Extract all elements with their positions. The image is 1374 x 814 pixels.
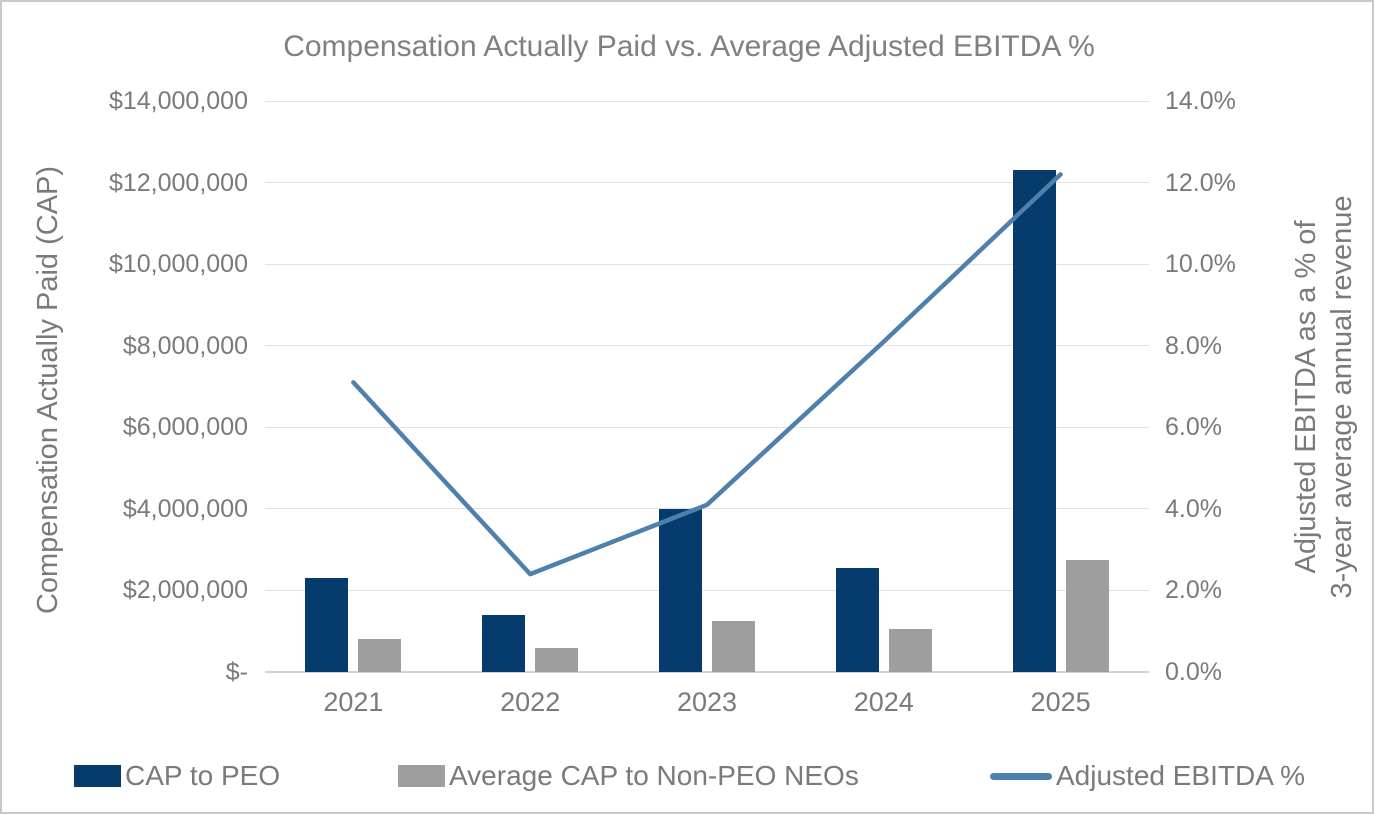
bar-average-cap-to-non-peo-neos-2022 [535, 647, 579, 672]
bar-cap-to-peo-2024 [835, 567, 879, 672]
right-axis-tick-label: 8.0% [1165, 331, 1222, 360]
right-axis-tick-label: 4.0% [1165, 494, 1222, 523]
x-axis-label-2022: 2022 [500, 687, 561, 717]
bar-average-cap-to-non-peo-neos-2025 [1065, 559, 1109, 672]
legend-item-cap-to-peo: CAP to PEO [74, 760, 281, 791]
bar-average-cap-to-non-peo-neos-2023 [712, 621, 755, 672]
legend-label-cap-to-peo: CAP to PEO [125, 760, 281, 791]
right-axis-tick-label: 12.0% [1165, 168, 1236, 197]
gridline [265, 589, 1149, 591]
left-axis-tick-label: $4,000,000 [122, 494, 248, 523]
legend-label-adjusted-ebitda: Adjusted EBITDA % [1056, 760, 1306, 791]
legend-swatch-cap-to-peo [74, 765, 121, 787]
right-axis-tick-label: 10.0% [1165, 250, 1236, 279]
gridline [265, 100, 1149, 102]
chart-title: Compensation Actually Paid vs. Average A… [283, 30, 1095, 63]
right-axis-tick-label: 6.0% [1165, 413, 1222, 442]
right-axis-tick-label: 0.0% [1165, 658, 1222, 686]
legend-label-average-cap-to-non-peo-neos: Average CAP to Non-PEO NEOs [449, 760, 859, 791]
bar-average-cap-to-non-peo-neos-2021 [358, 639, 402, 672]
x-axis-label-2024: 2024 [853, 687, 914, 717]
left-axis-tick-label: $8,000,000 [122, 331, 248, 360]
right-axis-tick-label: 2.0% [1165, 576, 1222, 605]
left-axis-tick-label: $- [225, 658, 248, 686]
left-axis-title: Compensation Actually Paid (CAP) [32, 165, 64, 615]
left-axis-tick-label: $10,000,000 [108, 250, 248, 279]
left-axis-tick-label: $12,000,000 [108, 168, 248, 197]
bar-cap-to-peo-2022 [482, 614, 526, 672]
bar-cap-to-peo-2025 [1012, 170, 1056, 672]
x-axis-line [265, 671, 1149, 673]
left-axis-tick-label: $2,000,000 [122, 576, 248, 605]
bar-average-cap-to-non-peo-neos-2024 [888, 629, 932, 672]
legend-swatch-average-cap-to-non-peo-neos [398, 765, 445, 787]
x-axis-label-2021: 2021 [323, 687, 384, 717]
left-axis-tick-label: $14,000,000 [108, 87, 248, 115]
left-axis-tick-label: $6,000,000 [122, 413, 248, 442]
legend-item-average-cap-to-non-peo-neos: Average CAP to Non-PEO NEOs [398, 760, 859, 791]
bar-cap-to-peo-2023 [659, 508, 702, 672]
x-axis-label-2025: 2025 [1030, 687, 1091, 717]
legend-line-swatch-adjusted-ebitda [990, 772, 1052, 780]
ebitda-line [351, 172, 1063, 577]
x-axis-label-2023: 2023 [676, 687, 738, 717]
right-axis-tick-label: 14.0% [1165, 87, 1236, 115]
bar-cap-to-peo-2021 [305, 578, 349, 672]
legend-item-adjusted-ebitda: Adjusted EBITDA % [990, 760, 1306, 791]
